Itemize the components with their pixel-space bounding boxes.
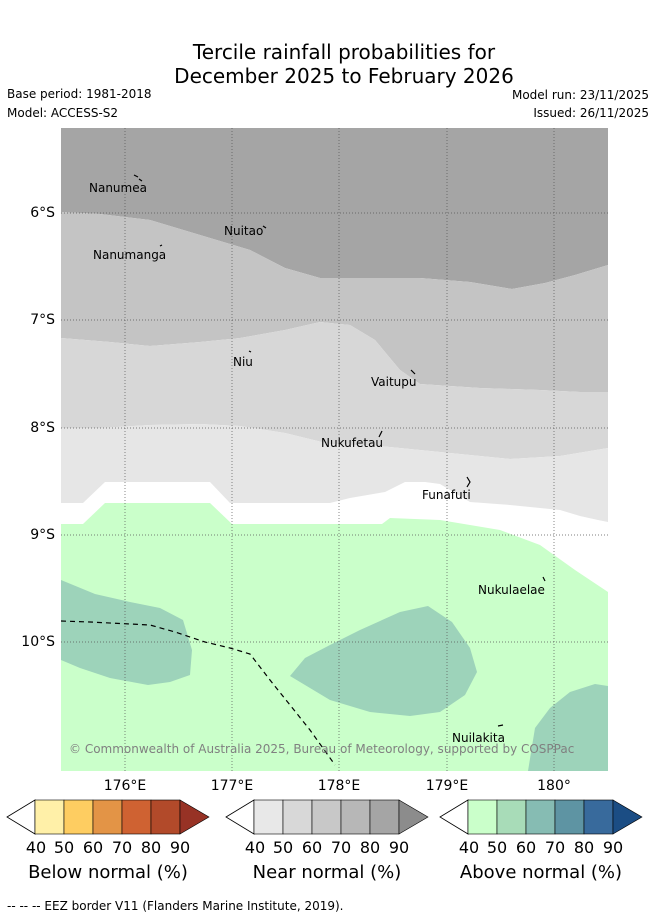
below-tick-50: 50 — [53, 838, 75, 857]
above-colorbar-swatch-5 — [583, 799, 614, 835]
island-label-funafuti: Funafuti — [422, 488, 471, 502]
above-normal-50-southeast — [528, 684, 608, 771]
near-normal-80-band — [61, 128, 608, 289]
copyright-notice: © Commonwealth of Australia 2025, Bureau… — [69, 742, 574, 756]
graticule — [61, 128, 608, 771]
issued-date: Issued: 26/11/2025 — [533, 106, 649, 120]
above-colorbar-swatch-2 — [496, 799, 527, 835]
below-tick-70: 70 — [111, 838, 133, 857]
near-colorbar-swatch-1 — [253, 799, 284, 835]
above-tick-90: 90 — [602, 838, 624, 857]
lon-label-177e: 177°E — [210, 778, 254, 794]
island-label-nanumea: Nanumea — [89, 181, 147, 195]
island-label-nukufetau: Nukufetau — [321, 436, 383, 450]
island-label-vaitupu: Vaitupu — [371, 375, 417, 389]
above-tick-80: 80 — [573, 838, 595, 857]
lon-label-179e: 179°E — [425, 778, 469, 794]
lat-label-6s: 6°S — [30, 205, 55, 221]
lon-label-176e: 176°E — [103, 778, 147, 794]
below-tick-40: 40 — [25, 838, 47, 857]
below-colorbar-swatch-6 — [179, 799, 210, 835]
above-colorbar-min-triangle — [439, 799, 469, 835]
island-label-nukulaelae: Nukulaelae — [478, 583, 545, 597]
below-colorbar-swatch-1 — [34, 799, 65, 835]
above-normal-40-band — [61, 503, 608, 771]
above-normal-50-centre — [290, 606, 477, 716]
title-line-1: Tercile rainfall probabilities for — [192, 40, 496, 64]
model-name: Model: ACCESS-S2 — [7, 106, 119, 120]
eez-border — [61, 620, 336, 766]
near-normal-colorbar — [225, 799, 429, 835]
below-colorbar-swatch-2 — [63, 799, 94, 835]
above-colorbar-swatch-6 — [612, 799, 643, 835]
island-shapes — [133, 174, 546, 727]
near-normal-70-band — [61, 212, 608, 392]
above-normal-50-west — [61, 580, 192, 685]
lon-label-178e: 178°E — [317, 778, 361, 794]
above-tick-60: 60 — [515, 838, 537, 857]
island-label-nanumanga: Nanumanga — [93, 248, 166, 262]
above-colorbar-swatch-3 — [525, 799, 556, 835]
lat-label-9s: 9°S — [30, 527, 55, 543]
above-normal-title: Above normal (%) — [459, 862, 623, 883]
near-tick-40: 40 — [244, 838, 266, 857]
near-tick-80: 80 — [359, 838, 381, 857]
above-normal-colorbar — [439, 799, 643, 835]
title-line-2: December 2025 to February 2026 — [174, 64, 514, 88]
near-colorbar-swatch-4 — [340, 799, 371, 835]
island-label-nuitao: Nuitao — [224, 224, 263, 238]
near-tick-50: 50 — [272, 838, 294, 857]
near-colorbar-swatch-6 — [398, 799, 429, 835]
map-title: Tercile rainfall probabilities for Decem… — [0, 40, 655, 88]
lat-label-7s: 7°S — [30, 312, 55, 328]
probability-field: Nanumea Nuitao Nanumanga Niu Vaitupu Nuk… — [61, 128, 608, 771]
near-colorbar-swatch-2 — [282, 799, 313, 835]
below-tick-90: 90 — [169, 838, 191, 857]
island-label-niu: Niu — [233, 355, 253, 369]
near-colorbar-min-triangle — [225, 799, 255, 835]
above-tick-40: 40 — [458, 838, 480, 857]
below-colorbar-swatch-4 — [121, 799, 152, 835]
above-tick-50: 50 — [486, 838, 508, 857]
above-colorbar-swatch-1 — [467, 799, 498, 835]
island-label-nuilakita: Nuilakita — [452, 731, 505, 745]
below-colorbar-min-triangle — [6, 799, 36, 835]
below-colorbar-swatch-5 — [150, 799, 181, 835]
near-tick-70: 70 — [330, 838, 352, 857]
below-normal-colorbar — [6, 799, 210, 835]
near-normal-60-band — [61, 322, 608, 459]
lat-label-8s: 8°S — [30, 420, 55, 436]
near-colorbar-swatch-3 — [311, 799, 342, 835]
above-colorbar-swatch-4 — [554, 799, 585, 835]
near-normal-title: Near normal (%) — [252, 862, 402, 883]
near-tick-60: 60 — [301, 838, 323, 857]
above-tick-70: 70 — [544, 838, 566, 857]
lat-label-10s: 10°S — [21, 634, 55, 650]
below-normal-title: Below normal (%) — [28, 862, 188, 883]
below-colorbar-swatch-3 — [92, 799, 123, 835]
eez-footnote: -- -- -- EEZ border V11 (Flanders Marine… — [7, 899, 344, 913]
near-normal-50-band — [61, 424, 608, 522]
below-tick-60: 60 — [82, 838, 104, 857]
base-period: Base period: 1981-2018 — [7, 87, 152, 101]
below-tick-80: 80 — [140, 838, 162, 857]
near-tick-90: 90 — [388, 838, 410, 857]
lon-label-180: 180° — [537, 778, 571, 794]
model-run: Model run: 23/11/2025 — [511, 88, 649, 102]
near-colorbar-swatch-5 — [369, 799, 400, 835]
